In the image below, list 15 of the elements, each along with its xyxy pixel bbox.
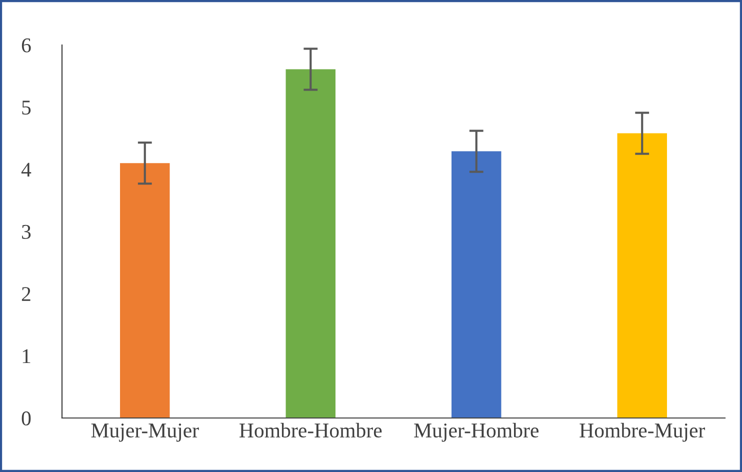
y-tick-label: 2 bbox=[22, 287, 30, 301]
bar bbox=[286, 69, 336, 418]
bar bbox=[120, 163, 170, 418]
y-tick-label: 5 bbox=[22, 100, 31, 115]
x-tick-label: Hombre-Mujer bbox=[580, 422, 705, 442]
y-tick-label: 4 bbox=[21, 162, 32, 177]
x-tick-label: Mujer-Hombre bbox=[414, 422, 539, 442]
x-tick-label: Mujer-Mujer bbox=[91, 424, 199, 442]
y-tick-label: 6 bbox=[22, 38, 31, 52]
bar bbox=[452, 151, 502, 418]
y-tick-label: 1 bbox=[22, 349, 30, 364]
y-tick-label: 3 bbox=[22, 224, 31, 239]
y-tick-label: 0 bbox=[22, 411, 31, 426]
x-tick-label: Hombre-Hombre bbox=[239, 422, 382, 438]
bar bbox=[617, 133, 667, 418]
